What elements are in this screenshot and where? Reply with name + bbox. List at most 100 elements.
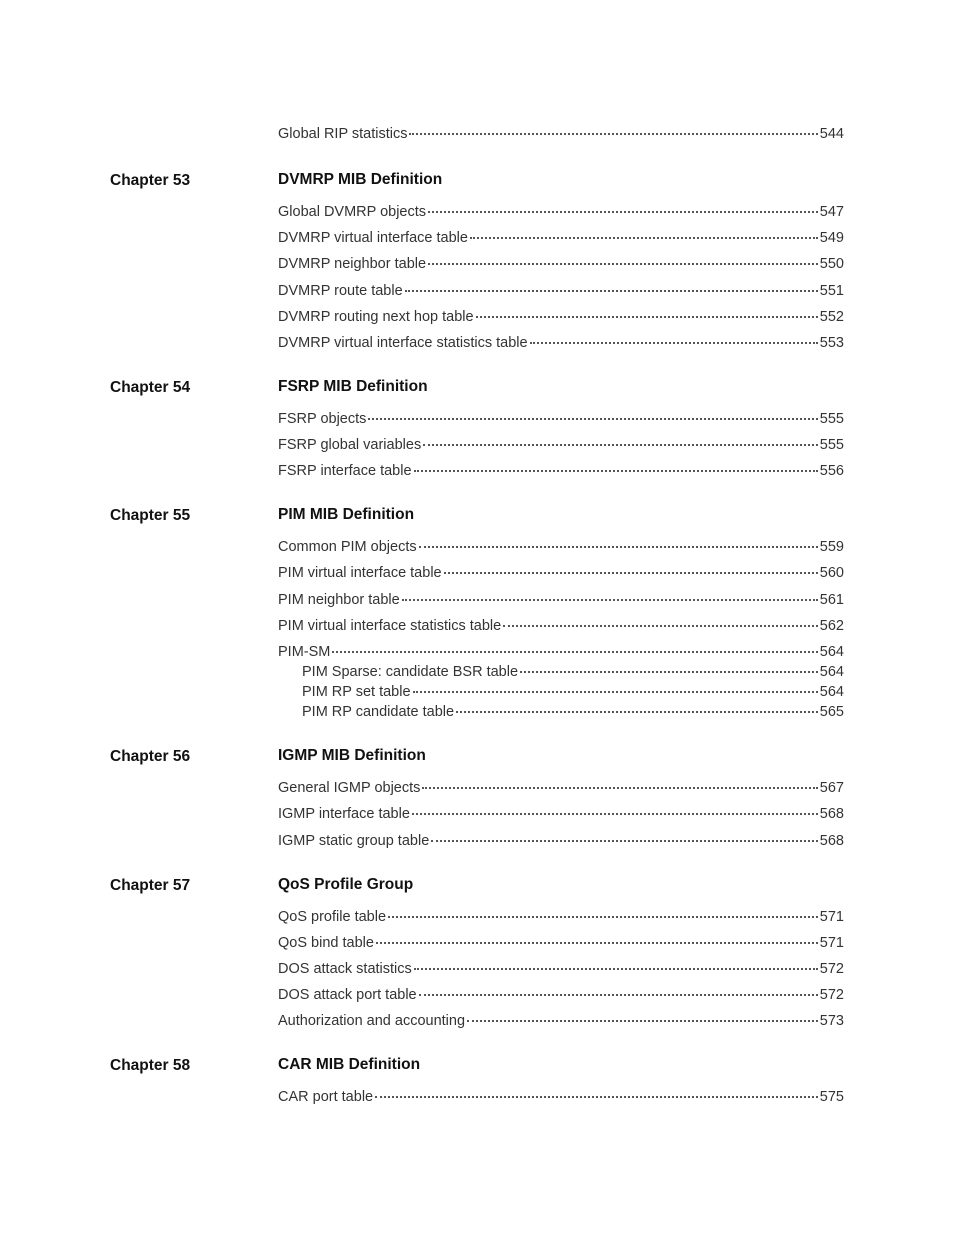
toc-dots [470, 237, 818, 239]
toc-text: DVMRP virtual interface statistics table [278, 334, 528, 352]
toc-text: DVMRP routing next hop table [278, 308, 474, 326]
toc-line[interactable]: IGMP interface table 568 [278, 805, 844, 823]
toc-text: General IGMP objects [278, 779, 420, 797]
chapter-body: IGMP MIB Definition General IGMP objects 5… [278, 747, 844, 849]
chapter-label: Chapter 55 [110, 506, 278, 525]
toc-text: QoS bind table [278, 934, 374, 952]
chapter: Chapter 56IGMP MIB Definition General IGM… [110, 747, 844, 849]
toc-page: 560 [820, 564, 844, 582]
toc-page: 568 [820, 805, 844, 823]
chapter: Chapter 54FSRP MIB DefinitionFSRP object… [110, 378, 844, 480]
toc-line[interactable]: General IGMP objects 567 [278, 779, 844, 797]
toc-dots [419, 546, 818, 548]
toc-text: PIM RP set table [302, 683, 411, 701]
toc-dots [376, 942, 818, 944]
toc-text: DVMRP route table [278, 282, 403, 300]
chapter-title[interactable]: IGMP MIB Definition [278, 747, 844, 765]
toc-line[interactable]: Global RIP statistics 544 [278, 125, 844, 143]
toc-line[interactable]: PIM Sparse: candidate BSR table564 [278, 663, 844, 681]
toc-line[interactable]: DVMRP virtual interface statistics table… [278, 334, 844, 352]
chapter-body: FSRP MIB DefinitionFSRP objects555FSRP g… [278, 378, 844, 480]
toc-line[interactable]: DVMRP route table 551 [278, 282, 844, 300]
chapter-label: Chapter 56 [110, 747, 278, 766]
toc-page: 544 [820, 125, 844, 143]
toc-line[interactable]: PIM RP candidate table 565 [278, 703, 844, 721]
chapter-body: PIM MIB Definition Common PIM objects 559 P… [278, 506, 844, 721]
toc-text: FSRP objects [278, 410, 366, 428]
toc-dots [388, 916, 818, 918]
toc-line[interactable]: Common PIM objects 559 [278, 538, 844, 556]
toc-dots [375, 1096, 818, 1098]
toc-line[interactable]: PIM RP set table 564 [278, 683, 844, 701]
toc-dots [520, 671, 818, 673]
toc-line[interactable]: DVMRP neighbor table550 [278, 255, 844, 273]
chapter-body: DVMRP MIB Definition Global DVMRP objects… [278, 171, 844, 352]
toc-page: 555 [820, 436, 844, 454]
toc-dots [419, 994, 818, 996]
toc-text: PIM-SM [278, 643, 330, 661]
toc-line[interactable]: FSRP global variables 555 [278, 436, 844, 454]
toc-line[interactable]: DOS attack port table572 [278, 986, 844, 1004]
toc-page: 565 [820, 703, 844, 721]
toc-page: 561 [820, 591, 844, 609]
chapter: Chapter 58CAR MIB DefinitionCAR port tab… [110, 1056, 844, 1106]
toc-line[interactable]: DVMRP routing next hop table 552 [278, 308, 844, 326]
toc-line[interactable]: PIM-SM564 [278, 643, 844, 661]
toc-line[interactable]: DVMRP virtual interface table549 [278, 229, 844, 247]
toc-page: 562 [820, 617, 844, 635]
toc-line[interactable]: CAR port table575 [278, 1088, 844, 1106]
chapter-title[interactable]: PIM MIB Definition [278, 506, 844, 524]
chapter-label: Chapter 53 [110, 171, 278, 190]
toc-dots [413, 691, 818, 693]
toc-text: FSRP global variables [278, 436, 421, 454]
toc-page: 552 [820, 308, 844, 326]
toc-dots [530, 342, 818, 344]
toc-text: DOS attack statistics [278, 960, 412, 978]
toc-line[interactable]: FSRP interface table556 [278, 462, 844, 480]
toc-line[interactable]: QoS profile table571 [278, 908, 844, 926]
chapter-title[interactable]: CAR MIB Definition [278, 1056, 844, 1074]
toc-dots [414, 968, 818, 970]
toc-dots [368, 418, 817, 420]
chapter-title[interactable]: DVMRP MIB Definition [278, 171, 844, 189]
toc-line[interactable]: FSRP objects555 [278, 410, 844, 428]
toc-line[interactable]: PIM virtual interface statistics table 56… [278, 617, 844, 635]
toc-text: DVMRP neighbor table [278, 255, 426, 273]
toc-line[interactable]: PIM neighbor table561 [278, 591, 844, 609]
toc-page: 551 [820, 282, 844, 300]
toc-page: 572 [820, 960, 844, 978]
toc-line[interactable]: QoS bind table 571 [278, 934, 844, 952]
chapter: Chapter 55PIM MIB Definition Common PIM o… [110, 506, 844, 721]
toc-page: 559 [820, 538, 844, 556]
chapter-title[interactable]: QoS Profile Group [278, 876, 844, 894]
toc-line[interactable]: IGMP static group table 568 [278, 832, 844, 850]
toc-page: 573 [820, 1012, 844, 1030]
toc-page: 568 [820, 832, 844, 850]
chapter-title[interactable]: FSRP MIB Definition [278, 378, 844, 396]
toc-text: IGMP static group table [278, 832, 429, 850]
toc-page: 564 [820, 683, 844, 701]
toc-text: PIM virtual interface statistics table [278, 617, 501, 635]
toc-line[interactable]: DOS attack statistics 572 [278, 960, 844, 978]
toc-dots [402, 599, 818, 601]
orphan-entry: Global RIP statistics 544 [278, 125, 844, 143]
toc-text: IGMP interface table [278, 805, 410, 823]
toc-dots [405, 290, 818, 292]
toc-text: Authorization and accounting [278, 1012, 465, 1030]
toc-text: Common PIM objects [278, 538, 417, 556]
toc-dots [414, 470, 818, 472]
toc-text: PIM Sparse: candidate BSR table [302, 663, 518, 681]
toc-line[interactable]: PIM virtual interface table560 [278, 564, 844, 582]
toc-text: PIM RP candidate table [302, 703, 454, 721]
toc-text: DVMRP virtual interface table [278, 229, 468, 247]
toc-page: 567 [820, 779, 844, 797]
toc-text: QoS profile table [278, 908, 386, 926]
chapter-body: QoS Profile GroupQoS profile table571QoS… [278, 876, 844, 1031]
toc-dots [412, 813, 818, 815]
toc-dots [476, 316, 818, 318]
toc-text: Global RIP statistics [278, 125, 407, 143]
toc-text: DOS attack port table [278, 986, 417, 1004]
toc-line[interactable]: Global DVMRP objects547 [278, 203, 844, 221]
toc-line[interactable]: Authorization and accounting 573 [278, 1012, 844, 1030]
toc-page: 571 [820, 934, 844, 952]
